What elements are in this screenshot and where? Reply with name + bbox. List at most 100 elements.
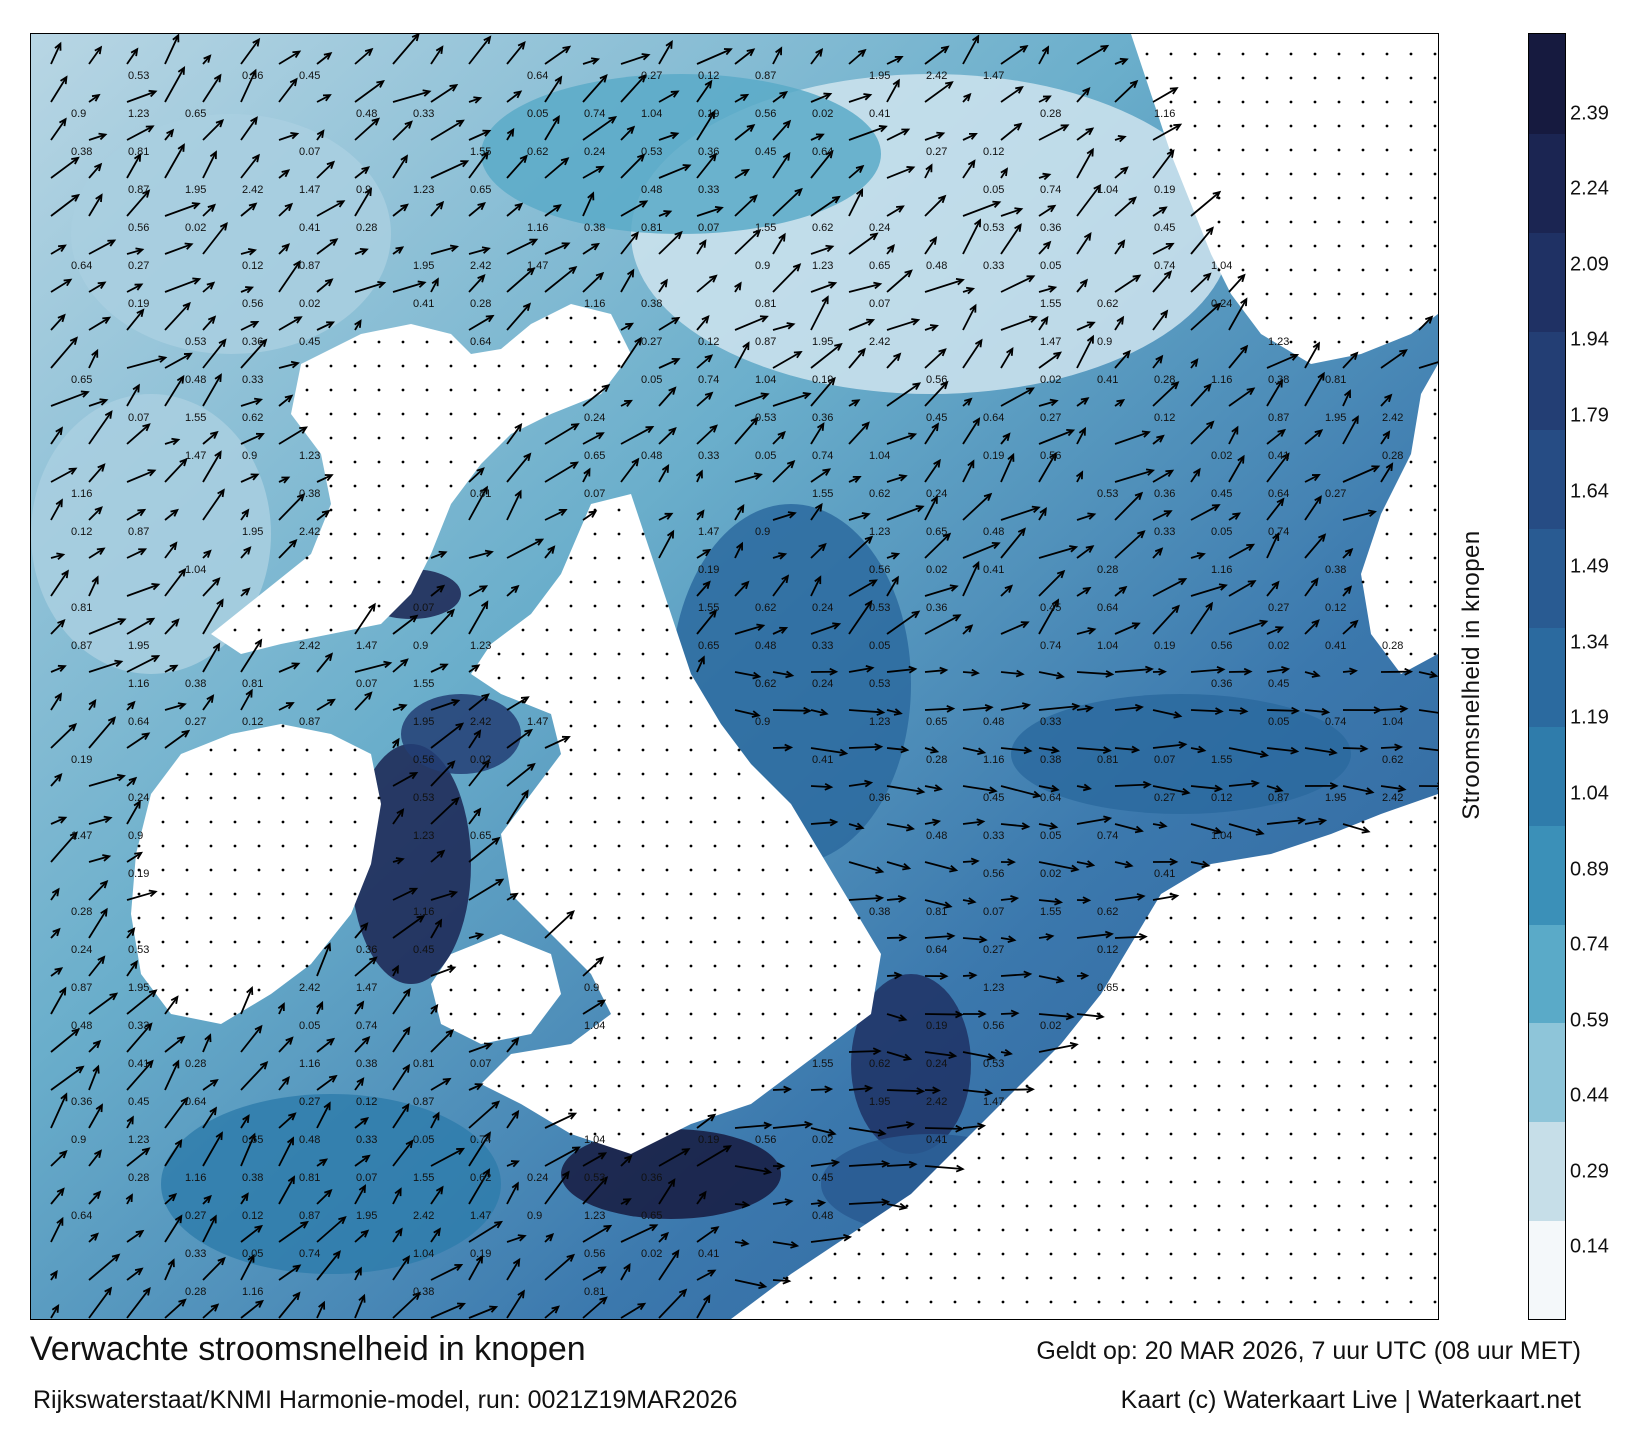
speed-label: 1.47 xyxy=(185,450,206,462)
current-arrow xyxy=(658,230,683,255)
current-arrow xyxy=(240,68,257,103)
grid-dot xyxy=(1409,964,1413,968)
colorbar-tick-label: 2.09 xyxy=(1570,253,1609,276)
current-arrow xyxy=(924,614,962,635)
grid-dot xyxy=(1145,988,1149,992)
grid-dot xyxy=(1145,1228,1149,1232)
current-arrow xyxy=(544,115,560,141)
grid-dot xyxy=(593,1132,597,1136)
current-arrow xyxy=(164,995,179,1015)
current-arrow xyxy=(734,123,756,141)
current-arrow xyxy=(240,338,268,369)
current-arrow xyxy=(1266,497,1285,521)
grid-dot xyxy=(833,940,837,944)
current-arrow xyxy=(1228,425,1239,445)
current-arrow xyxy=(1076,231,1092,255)
grid-dot xyxy=(497,940,501,944)
grid-dot xyxy=(209,796,213,800)
grid-dot xyxy=(1073,1132,1077,1136)
current-arrow xyxy=(50,41,62,65)
grid-dot xyxy=(1409,916,1413,920)
grid-dot xyxy=(857,1012,861,1016)
current-arrow xyxy=(658,278,668,293)
current-arrow xyxy=(1228,454,1245,483)
grid-dot xyxy=(329,820,333,824)
grid-dot xyxy=(305,412,309,416)
current-arrow xyxy=(88,699,97,711)
grid-dot xyxy=(1385,220,1389,224)
grid-dot xyxy=(545,412,549,416)
current-arrow xyxy=(1266,706,1300,715)
grid-dot xyxy=(521,388,525,392)
current-arrow xyxy=(50,1028,81,1053)
speed-label: 0.24 xyxy=(527,1172,548,1184)
grid-dot xyxy=(569,676,573,680)
current-arrow xyxy=(1228,747,1269,758)
colorbar-tick-label: 1.19 xyxy=(1570,706,1609,729)
current-arrow xyxy=(848,318,876,331)
grid-dot xyxy=(233,940,237,944)
grid-dot xyxy=(497,988,501,992)
grid-dot xyxy=(593,580,597,584)
speed-label: 0.38 xyxy=(71,146,92,158)
current-arrow xyxy=(278,1220,309,1243)
grid-dot xyxy=(353,556,357,560)
current-arrow xyxy=(126,189,151,217)
grid-dot xyxy=(1409,580,1413,584)
current-arrow xyxy=(126,583,161,597)
speed-label: 0.53 xyxy=(869,602,890,614)
grid-dot xyxy=(329,508,333,512)
grid-dot xyxy=(473,364,477,368)
grid-dot xyxy=(593,676,597,680)
current-arrow xyxy=(1000,223,1022,255)
grid-dot xyxy=(1289,916,1293,920)
grid-dot xyxy=(1097,1108,1101,1112)
grid-dot xyxy=(665,1084,669,1088)
speed-label: 0.81 xyxy=(755,298,776,310)
current-arrow xyxy=(354,1036,371,1053)
grid-dot xyxy=(1217,148,1221,152)
current-arrow xyxy=(202,221,228,255)
grid-dot xyxy=(1265,1084,1269,1088)
current-arrow xyxy=(392,808,405,825)
current-arrow xyxy=(50,467,78,483)
current-patch xyxy=(401,694,521,774)
grid-dot xyxy=(713,964,717,968)
current-arrow xyxy=(1152,309,1169,331)
grid-dot xyxy=(809,1300,813,1304)
speed-label: 0.64 xyxy=(1040,792,1061,804)
speed-label: 0.12 xyxy=(242,1210,263,1222)
current-arrow xyxy=(392,857,405,865)
current-arrow xyxy=(1342,744,1369,753)
current-arrow xyxy=(658,316,681,331)
speed-label: 0.24 xyxy=(1211,298,1232,310)
current-arrow xyxy=(88,1253,121,1281)
current-arrow xyxy=(886,745,910,754)
scotland-land xyxy=(211,304,631,654)
current-arrow xyxy=(1114,823,1144,834)
speed-label: 0.87 xyxy=(299,1210,320,1222)
grid-dot xyxy=(425,484,429,488)
grid-dot xyxy=(761,988,765,992)
grid-dot xyxy=(329,556,333,560)
speed-label: 0.12 xyxy=(1097,944,1118,956)
grid-dot xyxy=(1265,988,1269,992)
current-arrow xyxy=(430,244,459,255)
ireland-land xyxy=(131,724,381,1024)
current-arrow xyxy=(544,1253,576,1281)
grid-dot xyxy=(1169,52,1173,56)
speed-label: 0.19 xyxy=(1154,640,1175,652)
speed-label: 0.9 xyxy=(755,526,770,538)
grid-dot xyxy=(1169,124,1173,128)
current-arrow xyxy=(924,818,942,827)
current-arrow xyxy=(924,458,941,483)
current-arrow xyxy=(658,1288,688,1319)
grid-dot xyxy=(233,748,237,752)
current-arrow xyxy=(1076,512,1097,521)
grid-dot xyxy=(257,916,261,920)
current-arrow xyxy=(1076,278,1089,293)
current-arrow xyxy=(202,150,217,179)
speed-label: 0.05 xyxy=(1040,830,1061,842)
current-arrow xyxy=(240,1253,255,1281)
current-arrow xyxy=(202,1256,226,1281)
